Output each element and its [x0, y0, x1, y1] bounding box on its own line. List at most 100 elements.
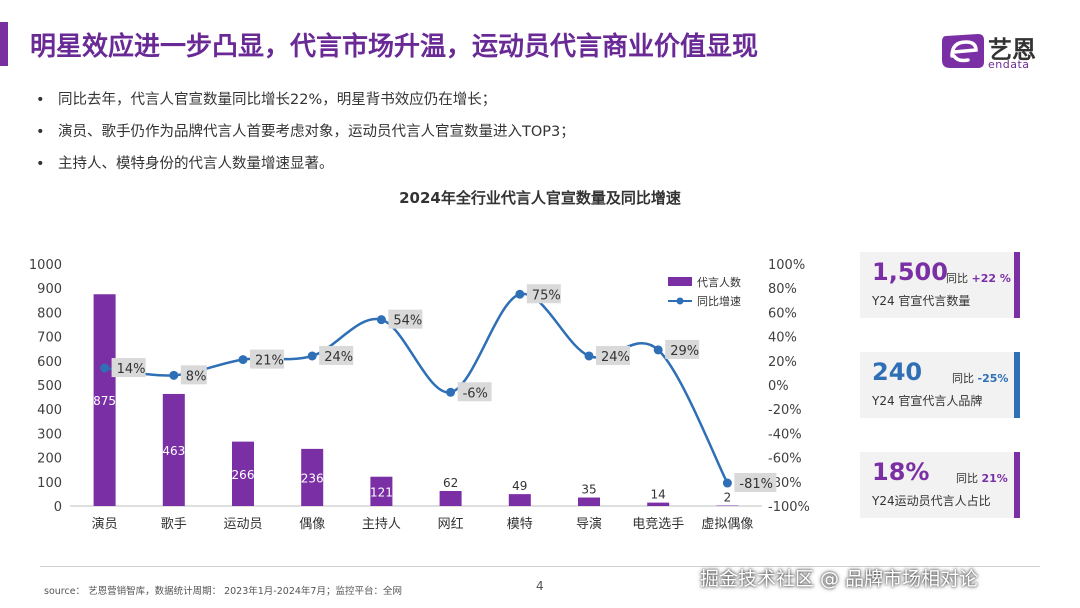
stat-value: 1,500 [872, 258, 948, 286]
growth-label-bg [457, 382, 492, 402]
growth-label: 75% [532, 288, 561, 303]
y-right-tick-label: -40% [768, 427, 802, 442]
watermark: 掘金技术社区 @ 品牌市场相对论 [700, 568, 979, 590]
stat-value: 18% [872, 458, 930, 486]
y-right-tick-label: 60% [768, 306, 797, 321]
growth-label: 24% [324, 350, 353, 365]
title-accent-bar [0, 22, 8, 66]
growth-label: 54% [393, 314, 422, 329]
growth-point [376, 315, 386, 325]
growth-point [307, 351, 317, 361]
growth-label-bg [250, 349, 284, 369]
growth-point [722, 478, 732, 488]
growth-label: 14% [117, 362, 146, 377]
bar-value-label: 62 [443, 476, 458, 490]
legend-line-marker [676, 297, 684, 305]
growth-point [169, 370, 179, 380]
source-note: source： 艺恩营销智库，数据统计周期： 2023年1月-2024年7月；监… [44, 586, 402, 597]
bar [162, 393, 185, 506]
x-tick-label: 导演 [576, 516, 602, 532]
x-tick-label: 网红 [438, 516, 464, 532]
stat-accent-bar [1014, 452, 1020, 518]
logo-subtext: endata [988, 58, 1030, 71]
x-tick-label: 歌手 [161, 517, 187, 532]
y-right-tick-label: 20% [768, 355, 797, 370]
bar-value-label: 2 [724, 491, 732, 505]
growth-label-bg [111, 358, 146, 378]
y-left-tick-label: 900 [37, 282, 62, 297]
y-left-tick-label: 500 [37, 379, 62, 394]
legend-bar-swatch [668, 277, 692, 286]
x-tick-label: 运动员 [223, 517, 262, 532]
bar [508, 494, 531, 506]
y-left-tick-label: 1000 [29, 258, 62, 273]
x-tick-label: 演员 [92, 516, 118, 532]
stat-card-athletes: 18% 同比 21% Y24运动员代言人占比 [860, 452, 1020, 518]
bar-value-label: 463 [162, 444, 185, 458]
growth-label: 24% [601, 350, 630, 365]
y-right-tick-label: -100% [768, 500, 810, 515]
x-tick-label: 主持人 [362, 517, 401, 532]
stat-label: Y24运动员代言人占比 [872, 494, 991, 508]
y-left-tick-label: 800 [37, 306, 62, 321]
stat-yoy: 同比 21% [956, 472, 1008, 485]
growth-point [653, 345, 663, 355]
stat-value: 240 [872, 358, 923, 386]
bar [93, 294, 116, 506]
stat-yoy: 同比 +22 % [946, 272, 1011, 285]
bar-value-label: 49 [512, 479, 527, 493]
bar-value-label: 266 [232, 468, 255, 482]
bar [439, 490, 462, 506]
bar-value-label: 35 [581, 483, 596, 497]
bar-value-label: 121 [370, 485, 393, 499]
growth-point [238, 355, 248, 365]
growth-point [584, 351, 594, 361]
y-left-tick-label: 400 [37, 403, 62, 418]
growth-label: -6% [463, 386, 488, 401]
growth-label-bg [526, 284, 561, 304]
bullet-item: 演员、歌手仍作为品牌代言人首要考虑对象，运动员代言人官宣数量进入TOP3； [36, 120, 575, 152]
bar [647, 502, 670, 506]
stat-label: Y24 官宣代言数量 [872, 294, 971, 308]
bar [232, 441, 254, 506]
y-left-tick-label: 200 [37, 452, 62, 467]
footer-divider [40, 566, 1040, 567]
growth-label-bg [388, 309, 423, 329]
growth-label: -81% [739, 477, 773, 492]
growth-line [104, 292, 729, 484]
y-right-tick-label: 100% [768, 258, 805, 273]
y-left-tick-label: 600 [37, 355, 62, 370]
x-tick-label: 虚拟偶像 [701, 517, 753, 532]
y-right-tick-label: -20% [768, 403, 802, 418]
bullet-item: 主持人、模特身份的代言人数量增速显著。 [36, 152, 575, 184]
growth-label: 21% [255, 354, 284, 369]
x-tick-label: 模特 [507, 517, 533, 532]
stat-accent-bar [1014, 252, 1020, 318]
growth-point [446, 387, 456, 397]
y-right-tick-label: 80% [768, 282, 797, 297]
stat-yoy: 同比 -25% [952, 372, 1009, 385]
bullet-item: 同比去年，代言人官宣数量同比增长22%，明星背书效应仍在增长； [36, 88, 575, 120]
y-left-tick-label: 700 [37, 331, 62, 346]
logo-text: 艺恩 [988, 36, 1036, 64]
y-left-tick-label: 300 [37, 427, 62, 442]
x-tick-label: 偶像 [299, 517, 325, 532]
growth-label-bg [734, 473, 777, 493]
growth-label: 8% [186, 369, 207, 384]
y-left-tick-label: 0 [54, 500, 62, 515]
legend-bar-label: 代言人数 [697, 276, 741, 289]
stat-card-total: 1,500 同比 +22 % Y24 官宣代言数量 [860, 252, 1020, 318]
y-left-tick-label: 100 [37, 476, 62, 491]
growth-label-bg [180, 365, 207, 385]
stat-label: Y24 官宣代言人品牌 [872, 394, 983, 408]
y-right-tick-label: -60% [768, 452, 802, 467]
y-right-tick-label: 40% [768, 331, 797, 346]
growth-point [100, 363, 110, 373]
bar-value-label: 236 [301, 471, 324, 485]
bar-value-label: 14 [651, 488, 666, 502]
bar-value-label: 875 [93, 394, 116, 408]
bar [370, 476, 393, 506]
growth-label-bg [665, 339, 700, 359]
y-right-tick-label: 0% [768, 379, 789, 394]
growth-label-bg [319, 345, 354, 365]
